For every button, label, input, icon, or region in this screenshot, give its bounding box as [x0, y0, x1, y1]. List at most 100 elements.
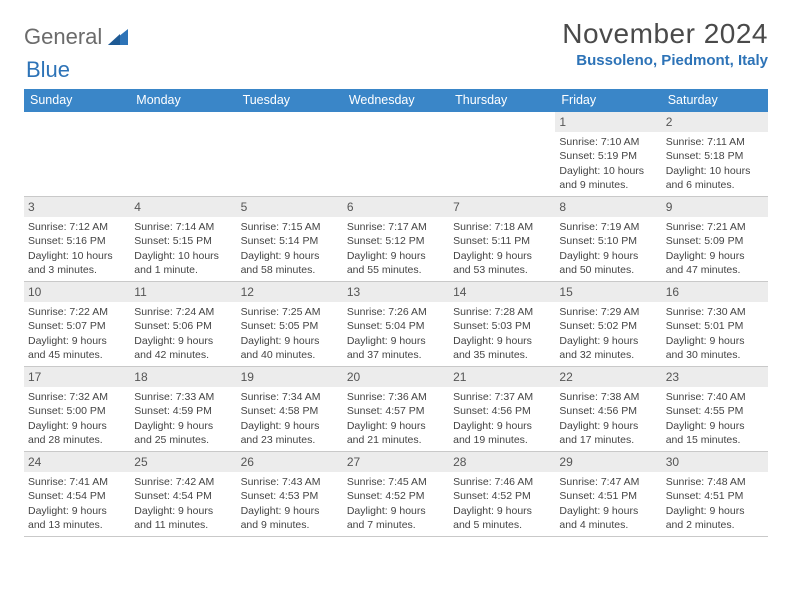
- sunset-text: Sunset: 4:56 PM: [559, 404, 657, 418]
- weekday-saturday: Saturday: [662, 89, 768, 112]
- day-number: 30: [662, 452, 768, 472]
- sunset-text: Sunset: 5:06 PM: [134, 319, 232, 333]
- sunrise-text: Sunrise: 7:32 AM: [28, 390, 126, 404]
- day-cell: [130, 112, 236, 196]
- weeks-container: 1Sunrise: 7:10 AMSunset: 5:19 PMDaylight…: [24, 112, 768, 537]
- sunset-text: Sunset: 4:57 PM: [347, 404, 445, 418]
- sunset-text: Sunset: 5:05 PM: [241, 319, 339, 333]
- weekday-wednesday: Wednesday: [343, 89, 449, 112]
- day-cell: 25 Sunrise: 7:42 AMSunset: 4:54 PMDayligh…: [130, 452, 236, 536]
- daylight-text: Daylight: 9 hours and 5 minutes.: [453, 504, 551, 532]
- brand-word-2: Blue: [26, 57, 70, 82]
- day-number: 16: [662, 282, 768, 302]
- day-cell: [24, 112, 130, 196]
- sunset-text: Sunset: 5:00 PM: [28, 404, 126, 418]
- day-number: 15: [555, 282, 661, 302]
- sunrise-text: Sunrise: 7:22 AM: [28, 305, 126, 319]
- daylight-text: Daylight: 10 hours and 1 minute.: [134, 249, 232, 277]
- day-cell: 5Sunrise: 7:15 AMSunset: 5:14 PMDaylight…: [237, 197, 343, 281]
- day-cell: 9Sunrise: 7:21 AMSunset: 5:09 PMDaylight…: [662, 197, 768, 281]
- daylight-text: Daylight: 9 hours and 42 minutes.: [134, 334, 232, 362]
- sunset-text: Sunset: 4:52 PM: [347, 489, 445, 503]
- sunrise-text: Sunrise: 7:37 AM: [453, 390, 551, 404]
- day-cell: [343, 112, 449, 196]
- daylight-text: Daylight: 9 hours and 35 minutes.: [453, 334, 551, 362]
- day-cell: 19Sunrise: 7:34 AMSunset: 4:58 PMDayligh…: [237, 367, 343, 451]
- sunset-text: Sunset: 5:16 PM: [28, 234, 126, 248]
- daylight-text: Daylight: 9 hours and 53 minutes.: [453, 249, 551, 277]
- daylight-text: Daylight: 10 hours and 3 minutes.: [28, 249, 126, 277]
- day-number: 29: [555, 452, 661, 472]
- daylight-text: Daylight: 9 hours and 28 minutes.: [28, 419, 126, 447]
- day-cell: [449, 112, 555, 196]
- sunrise-text: Sunrise: 7:25 AM: [241, 305, 339, 319]
- sunrise-text: Sunrise: 7:24 AM: [134, 305, 232, 319]
- daylight-text: Daylight: 9 hours and 11 minutes.: [134, 504, 232, 532]
- daylight-text: Daylight: 9 hours and 47 minutes.: [666, 249, 764, 277]
- week-row: 1Sunrise: 7:10 AMSunset: 5:19 PMDaylight…: [24, 112, 768, 197]
- sunrise-text: Sunrise: 7:21 AM: [666, 220, 764, 234]
- sunrise-text: Sunrise: 7:11 AM: [666, 135, 764, 149]
- sunset-text: Sunset: 5:11 PM: [453, 234, 551, 248]
- sunset-text: Sunset: 4:55 PM: [666, 404, 764, 418]
- day-number: 23: [662, 367, 768, 387]
- daylight-text: Daylight: 10 hours and 9 minutes.: [559, 164, 657, 192]
- sunset-text: Sunset: 5:18 PM: [666, 149, 764, 163]
- brand-word-1: General: [24, 24, 102, 50]
- daylight-text: Daylight: 9 hours and 50 minutes.: [559, 249, 657, 277]
- day-cell: 15Sunrise: 7:29 AMSunset: 5:02 PMDayligh…: [555, 282, 661, 366]
- sunrise-text: Sunrise: 7:45 AM: [347, 475, 445, 489]
- daylight-text: Daylight: 9 hours and 40 minutes.: [241, 334, 339, 362]
- daylight-text: Daylight: 9 hours and 30 minutes.: [666, 334, 764, 362]
- day-number: 28: [449, 452, 555, 472]
- sunrise-text: Sunrise: 7:34 AM: [241, 390, 339, 404]
- day-number: 12: [237, 282, 343, 302]
- location-text: Bussoleno, Piedmont, Italy: [562, 52, 768, 69]
- sunrise-text: Sunrise: 7:33 AM: [134, 390, 232, 404]
- sunrise-text: Sunrise: 7:42 AM: [134, 475, 232, 489]
- day-number: 17: [24, 367, 130, 387]
- day-cell: 20Sunrise: 7:36 AMSunset: 4:57 PMDayligh…: [343, 367, 449, 451]
- sunrise-text: Sunrise: 7:28 AM: [453, 305, 551, 319]
- sunrise-text: Sunrise: 7:40 AM: [666, 390, 764, 404]
- daylight-text: Daylight: 9 hours and 9 minutes.: [241, 504, 339, 532]
- sunset-text: Sunset: 5:02 PM: [559, 319, 657, 333]
- day-number: 10: [24, 282, 130, 302]
- sunset-text: Sunset: 5:19 PM: [559, 149, 657, 163]
- sunrise-text: Sunrise: 7:17 AM: [347, 220, 445, 234]
- brand-logo: General: [24, 24, 130, 50]
- sunrise-text: Sunrise: 7:47 AM: [559, 475, 657, 489]
- sunrise-text: Sunrise: 7:15 AM: [241, 220, 339, 234]
- daylight-text: Daylight: 9 hours and 7 minutes.: [347, 504, 445, 532]
- day-number: 20: [343, 367, 449, 387]
- day-cell: 21Sunrise: 7:37 AMSunset: 4:56 PMDayligh…: [449, 367, 555, 451]
- day-cell: 24Sunrise: 7:41 AMSunset: 4:54 PMDayligh…: [24, 452, 130, 536]
- sunset-text: Sunset: 5:12 PM: [347, 234, 445, 248]
- daylight-text: Daylight: 9 hours and 32 minutes.: [559, 334, 657, 362]
- day-cell: 16Sunrise: 7:30 AMSunset: 5:01 PMDayligh…: [662, 282, 768, 366]
- sunrise-text: Sunrise: 7:48 AM: [666, 475, 764, 489]
- sunrise-text: Sunrise: 7:38 AM: [559, 390, 657, 404]
- daylight-text: Daylight: 9 hours and 25 minutes.: [134, 419, 232, 447]
- weekday-tuesday: Tuesday: [237, 89, 343, 112]
- daylight-text: Daylight: 9 hours and 37 minutes.: [347, 334, 445, 362]
- week-row: 3Sunrise: 7:12 AMSunset: 5:16 PMDaylight…: [24, 197, 768, 282]
- sunrise-text: Sunrise: 7:12 AM: [28, 220, 126, 234]
- day-cell: 27Sunrise: 7:45 AMSunset: 4:52 PMDayligh…: [343, 452, 449, 536]
- sunrise-text: Sunrise: 7:36 AM: [347, 390, 445, 404]
- daylight-text: Daylight: 10 hours and 6 minutes.: [666, 164, 764, 192]
- day-cell: 22Sunrise: 7:38 AMSunset: 4:56 PMDayligh…: [555, 367, 661, 451]
- weekday-header-row: Sunday Monday Tuesday Wednesday Thursday…: [24, 89, 768, 112]
- sunset-text: Sunset: 4:54 PM: [134, 489, 232, 503]
- day-number: 13: [343, 282, 449, 302]
- daylight-text: Daylight: 9 hours and 4 minutes.: [559, 504, 657, 532]
- day-number: 25: [130, 452, 236, 472]
- day-number: 24: [24, 452, 130, 472]
- calendar-grid: Sunday Monday Tuesday Wednesday Thursday…: [24, 89, 768, 537]
- day-cell: 30Sunrise: 7:48 AMSunset: 4:51 PMDayligh…: [662, 452, 768, 536]
- daylight-text: Daylight: 9 hours and 58 minutes.: [241, 249, 339, 277]
- day-cell: 11Sunrise: 7:24 AMSunset: 5:06 PMDayligh…: [130, 282, 236, 366]
- sunset-text: Sunset: 4:59 PM: [134, 404, 232, 418]
- sunset-text: Sunset: 5:07 PM: [28, 319, 126, 333]
- sunset-text: Sunset: 4:51 PM: [559, 489, 657, 503]
